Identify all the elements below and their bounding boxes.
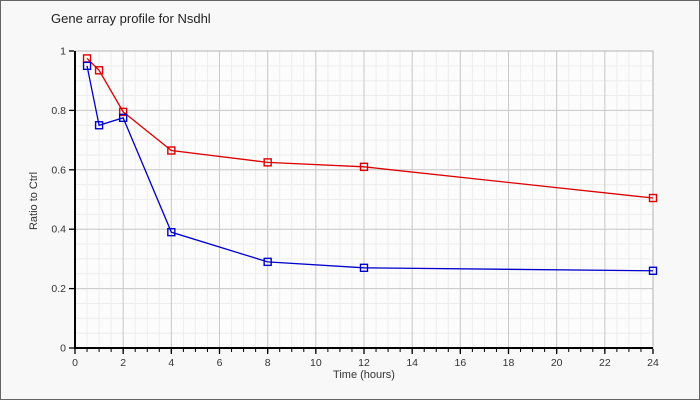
x-tick-label: 12	[358, 357, 370, 369]
x-axis-title: Time (hours)	[333, 369, 395, 381]
data-point-marker-red	[167, 146, 176, 155]
y-tick-label: 0	[60, 343, 66, 355]
y-axis-title: Ratio to Ctrl	[28, 171, 40, 231]
data-point-marker-blue	[167, 227, 176, 237]
data-point-marker-red	[648, 193, 658, 203]
x-tick-label: 14	[406, 357, 418, 369]
x-tick-label: 16	[454, 357, 466, 369]
data-point-marker-blue	[82, 61, 92, 71]
data-point-marker-red	[263, 158, 272, 167]
y-tick-label: 0.4	[51, 224, 66, 236]
x-tick-label: 6	[217, 357, 223, 369]
x-tick-label: 4	[168, 357, 174, 369]
x-tick-label: 24	[647, 357, 659, 369]
x-tick-label: 20	[551, 357, 563, 369]
x-tick-label: 8	[265, 357, 271, 369]
data-point-marker-blue	[359, 263, 369, 273]
data-point-marker-red	[118, 107, 128, 117]
y-tick-label: 1	[60, 46, 66, 58]
x-tick-label: 18	[503, 357, 515, 369]
data-point-marker-blue	[94, 121, 104, 130]
series-line-red	[86, 57, 654, 199]
series-line-blue	[86, 65, 654, 272]
data-point-marker-red	[94, 66, 104, 75]
y-tick-label: 0.8	[51, 105, 66, 117]
x-tick-label: 10	[310, 357, 322, 369]
x-tick-label: 0	[72, 357, 78, 369]
chart-title: Gene array profile for Nsdhl	[51, 11, 211, 26]
x-tick-label: 2	[120, 357, 126, 369]
y-tick-label: 0.6	[51, 164, 66, 176]
data-point-marker-red	[359, 162, 369, 172]
y-tick-label: 0.2	[51, 283, 66, 295]
data-point-marker-blue	[263, 257, 272, 267]
data-point-marker-blue	[118, 113, 128, 123]
data-point-marker-blue	[648, 266, 658, 275]
x-tick-label: 22	[599, 357, 611, 369]
